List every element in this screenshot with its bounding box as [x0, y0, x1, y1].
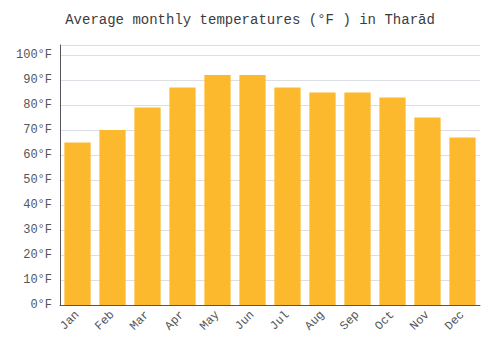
svg-text:100°F: 100°F — [16, 48, 52, 62]
svg-text:Jun: Jun — [232, 308, 257, 333]
svg-text:80°F: 80°F — [23, 98, 52, 112]
svg-text:Oct: Oct — [372, 308, 397, 333]
svg-text:Apr: Apr — [162, 308, 187, 333]
svg-text:10°F: 10°F — [23, 273, 52, 287]
svg-text:Jul: Jul — [267, 308, 292, 333]
svg-text:Nov: Nov — [407, 308, 432, 333]
svg-text:Dec: Dec — [442, 308, 467, 333]
svg-text:50°F: 50°F — [23, 173, 52, 187]
svg-text:Aug: Aug — [302, 308, 327, 333]
svg-text:20°F: 20°F — [23, 248, 52, 262]
svg-text:70°F: 70°F — [23, 123, 52, 137]
svg-text:Mar: Mar — [127, 308, 152, 333]
svg-text:40°F: 40°F — [23, 198, 52, 212]
svg-text:Average monthly temperatures (: Average monthly temperatures (°F ) in Th… — [65, 12, 435, 28]
svg-text:May: May — [197, 308, 222, 333]
svg-text:90°F: 90°F — [23, 73, 52, 87]
svg-text:30°F: 30°F — [23, 223, 52, 237]
svg-text:0°F: 0°F — [30, 298, 52, 312]
svg-text:60°F: 60°F — [23, 148, 52, 162]
svg-text:Jan: Jan — [57, 308, 82, 333]
svg-text:Sep: Sep — [337, 308, 362, 333]
svg-text:Feb: Feb — [92, 308, 117, 333]
